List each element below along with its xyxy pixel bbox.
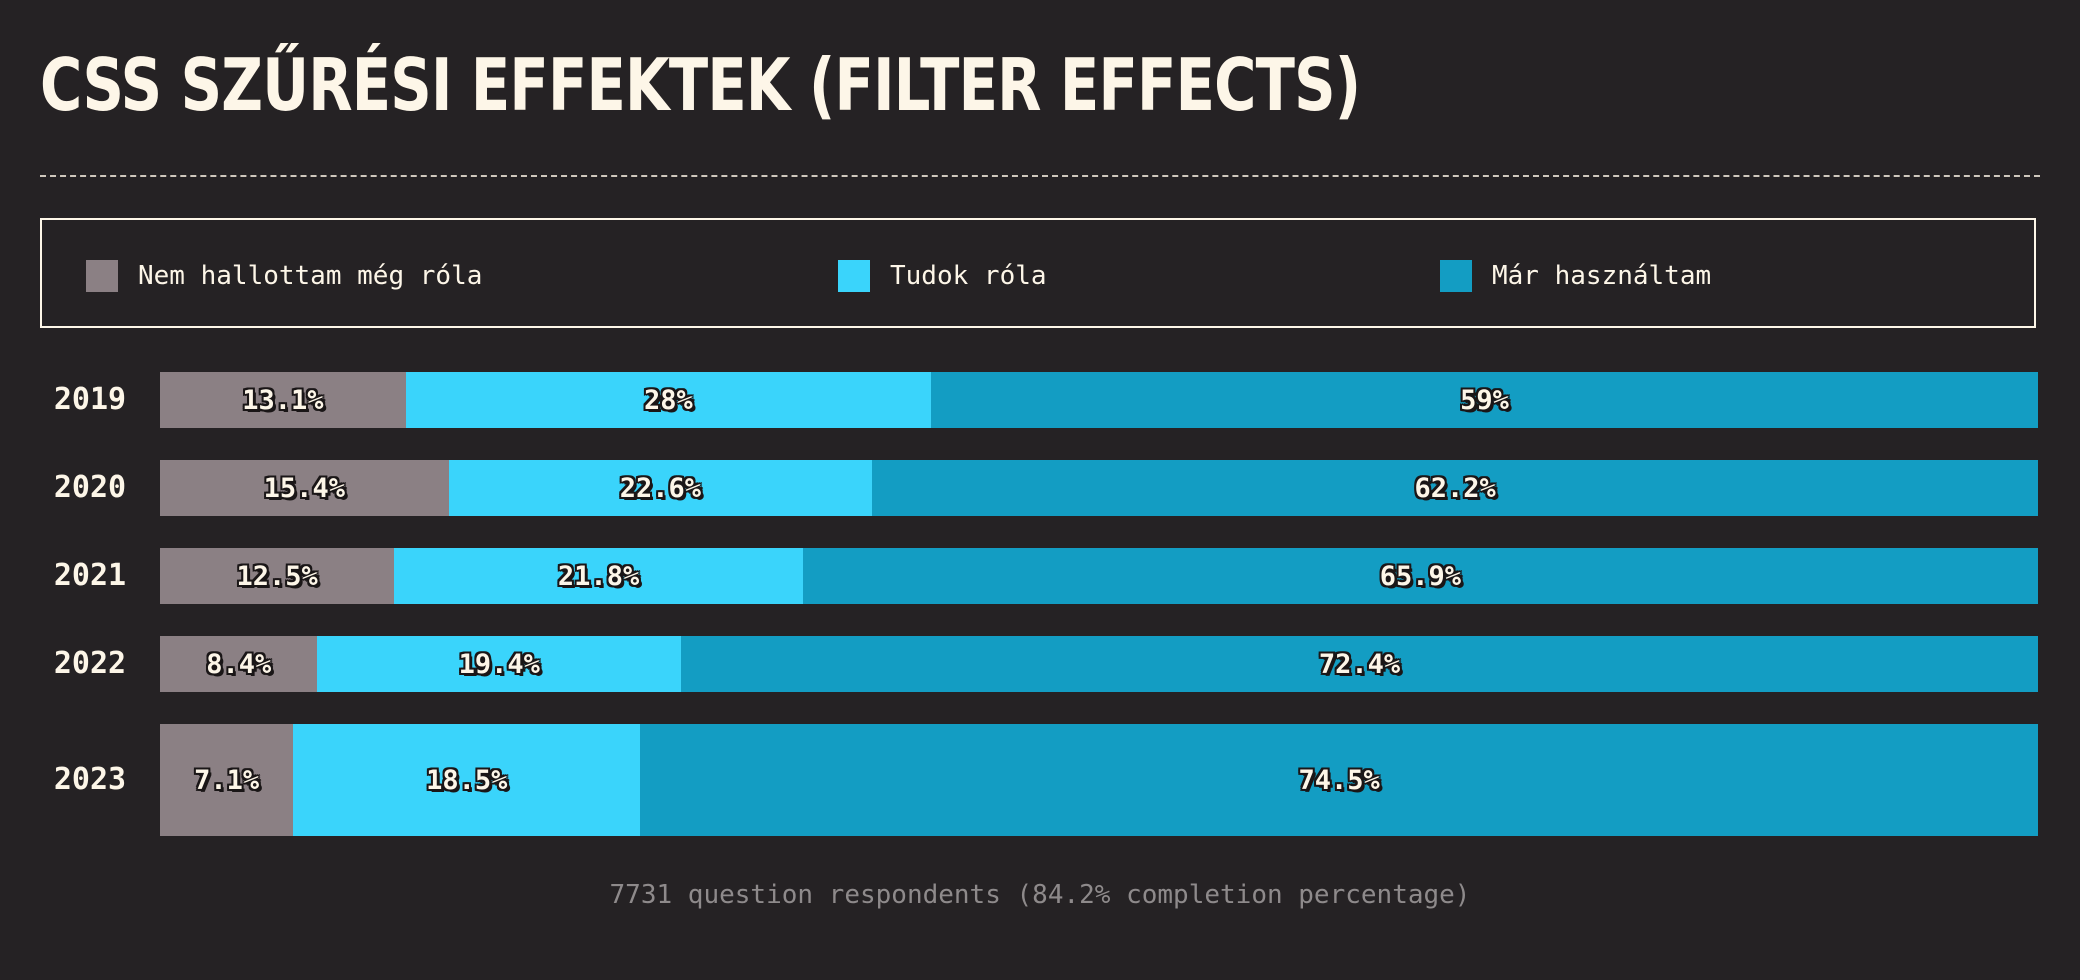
data-label-2023-3: 74.5%	[1298, 764, 1380, 796]
data-label-2021-3: 65.9%	[1379, 560, 1462, 592]
chart-title: CSS SZŰRÉSI EFFEKTEK (FILTER EFFECTS)	[40, 43, 1361, 127]
legend-swatch-used-it	[1440, 260, 1472, 292]
data-label-2020-1: 15.4%	[263, 472, 345, 504]
bar-segment-2019-3[interactable]: 59%	[931, 372, 2038, 428]
data-label-2023-1: 7.1%	[194, 764, 260, 796]
bar-segment-2022-2[interactable]: 19.4%	[317, 636, 682, 692]
bar-segment-2023-1[interactable]: 7.1%	[160, 724, 294, 836]
data-label-2023-2: 18.5%	[426, 764, 508, 796]
bar-segment-2023-2[interactable]: 18.5%	[293, 724, 641, 836]
respondents-footer: 7731 question respondents (84.2% complet…	[609, 880, 1471, 910]
legend-item-used-it[interactable]: Már használtam	[1440, 260, 1711, 292]
bar-segment-2020-1[interactable]: 15.4%	[160, 460, 449, 516]
bar-segment-2019-1[interactable]: 13.1%	[160, 372, 406, 428]
data-label-2019-2: 28%	[644, 384, 693, 416]
legend-swatch-not-heard	[86, 260, 118, 292]
row-label-2022: 2022	[53, 646, 127, 681]
row-label-2023: 2023	[53, 762, 127, 797]
bar-segment-2022-3[interactable]: 72.4%	[681, 636, 2038, 692]
bar-segment-2022-1[interactable]: 8.4%	[160, 636, 318, 692]
data-label-2021-1: 12.5%	[236, 560, 318, 592]
row-label-2021: 2021	[53, 558, 127, 593]
bar-segment-2021-3[interactable]: 65.9%	[802, 548, 2038, 604]
data-label-2022-1: 8.4%	[206, 648, 272, 680]
data-label-2019-1: 13.1%	[242, 384, 324, 416]
legend: Nem hallottam még róla Tudok róla Már ha…	[40, 218, 2036, 328]
bar-segment-2020-2[interactable]: 22.6%	[448, 460, 873, 516]
bar-segment-2019-2[interactable]: 28%	[405, 372, 932, 428]
legend-label-used-it: Már használtam	[1492, 261, 1712, 291]
bar-segment-2021-1[interactable]: 12.5%	[160, 548, 395, 604]
legend-swatch-know-about	[838, 260, 870, 292]
data-label-2020-3: 62.2%	[1414, 472, 1496, 504]
bar-segment-2021-2[interactable]: 21.8%	[394, 548, 803, 604]
bar-segment-2020-3[interactable]: 62.2%	[872, 460, 2038, 516]
row-label-2019: 2019	[53, 382, 127, 417]
data-label-2019-3: 59%	[1460, 384, 1509, 416]
bar-segment-2023-3[interactable]: 74.5%	[640, 724, 2038, 836]
bar-2023: 7.1% 18.5% 74.5%	[160, 724, 2038, 836]
bar-2019: 13.1% 28% 59%	[160, 372, 2038, 428]
legend-item-not-heard[interactable]: Nem hallottam még róla	[86, 260, 482, 292]
data-label-2021-2: 21.8%	[557, 560, 640, 592]
row-label-2020: 2020	[53, 470, 127, 505]
bar-2022: 8.4% 19.4% 72.4%	[160, 636, 2038, 692]
bar-2021: 12.5% 21.8% 65.9%	[160, 548, 2038, 604]
legend-label-not-heard: Nem hallottam még róla	[138, 261, 483, 291]
title-divider	[40, 175, 2040, 177]
data-label-2022-2: 19.4%	[458, 648, 540, 680]
legend-label-know-about: Tudok róla	[890, 261, 1047, 291]
data-label-2020-2: 22.6%	[619, 472, 702, 504]
data-label-2022-3: 72.4%	[1318, 648, 1401, 680]
bar-2020: 15.4% 22.6% 62.2%	[160, 460, 2038, 516]
legend-item-know-about[interactable]: Tudok róla	[838, 260, 1047, 292]
